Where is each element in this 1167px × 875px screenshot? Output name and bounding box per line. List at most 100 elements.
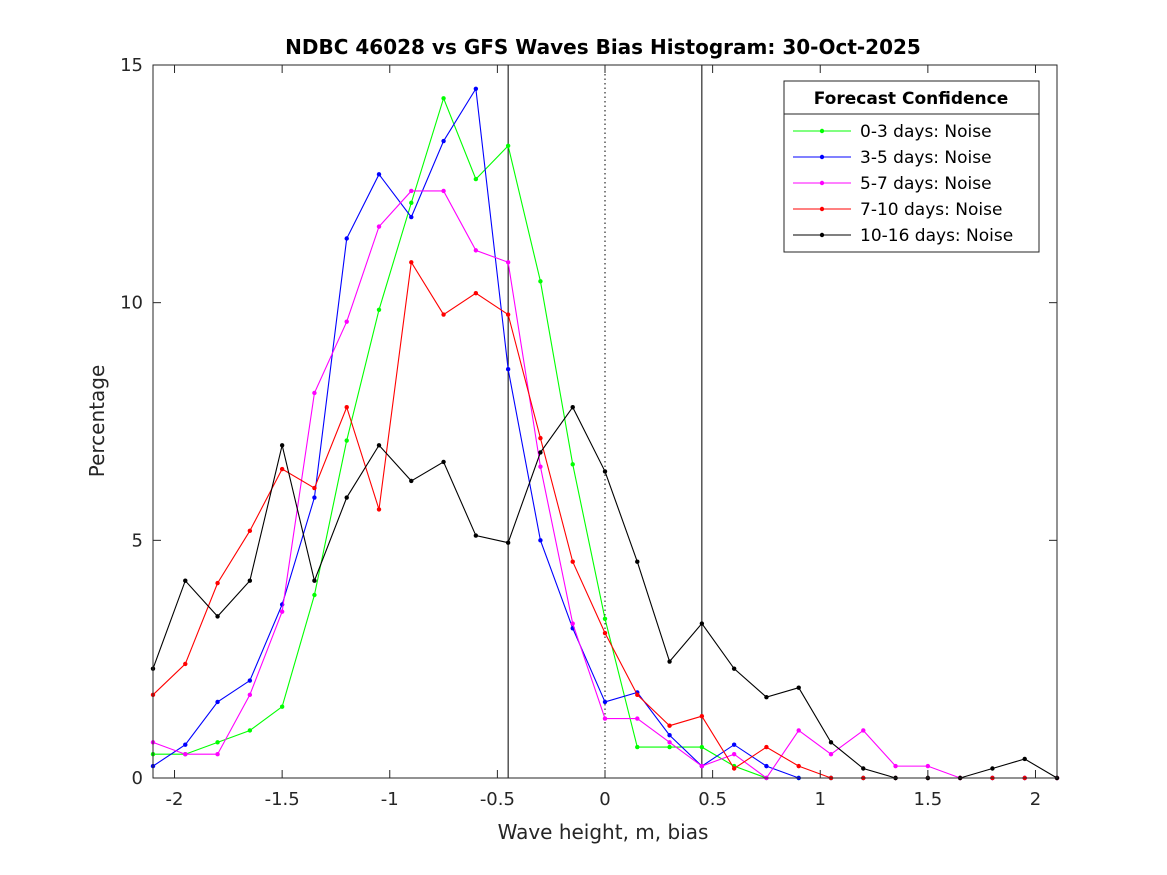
x-axis-label: Wave height, m, bias [498, 820, 709, 844]
data-point [505, 312, 511, 317]
legend-label: 5-7 days: Noise [860, 174, 992, 194]
data-point [538, 435, 543, 441]
x-tick-label: -1.5 [265, 789, 300, 810]
data-point [344, 438, 349, 443]
data-point [247, 528, 253, 534]
x-tick-label: 2 [1030, 789, 1041, 810]
legend-entry-4: 7-10 days: Noise [793, 200, 1002, 220]
y-tick-label: 10 [120, 293, 143, 314]
data-point [602, 699, 608, 705]
data-point [409, 188, 414, 194]
legend-label: 3-5 days: Noise [860, 148, 992, 168]
data-point [764, 763, 769, 769]
legend-swatch-marker [819, 206, 825, 212]
data-point [602, 716, 608, 721]
x-tick-label: 1 [815, 789, 826, 810]
x-tick-label: -2 [166, 789, 184, 810]
y-tick-label: 15 [120, 55, 143, 76]
data-point [505, 260, 511, 265]
data-point [667, 744, 672, 750]
legend-box [783, 80, 1040, 253]
data-point [312, 390, 317, 396]
data-point [473, 176, 479, 182]
data-point [505, 540, 511, 545]
data-point [183, 752, 188, 757]
data-point [602, 469, 608, 474]
data-point [667, 733, 672, 738]
legend-entry-5: 10-16 days: Noise [793, 226, 1013, 246]
data-point [602, 616, 608, 621]
data-point [279, 704, 285, 709]
data-point [409, 214, 414, 220]
legend-swatch-marker [819, 128, 825, 134]
legend-entries: 0-3 days: Noise 3-5 days: Noise 5-7 days: … [793, 122, 1013, 246]
legend-title: Forecast Confidence [814, 89, 1009, 109]
data-point [796, 728, 801, 733]
data-point [699, 714, 705, 719]
legend-swatch-marker [819, 154, 825, 160]
x-tick-label: -0.5 [480, 789, 515, 810]
data-point [731, 666, 737, 671]
data-point [731, 742, 737, 747]
data-point [215, 740, 220, 745]
data-point [699, 744, 705, 750]
data-point [183, 742, 188, 747]
data-point [312, 485, 317, 491]
data-point [828, 740, 834, 745]
data-point [538, 538, 543, 543]
y-axis-label: Percentage [85, 365, 109, 478]
data-point [441, 96, 446, 101]
data-point [731, 766, 737, 771]
data-point [570, 621, 575, 626]
y-tick-label: 0 [132, 768, 143, 789]
data-point [441, 138, 446, 144]
data-point [247, 692, 253, 698]
x-tick-label: 0.5 [698, 789, 727, 810]
y-tick-label: 5 [132, 530, 143, 551]
data-point [183, 661, 188, 667]
data-point [699, 621, 705, 626]
data-point [667, 723, 672, 728]
data-point [925, 763, 931, 769]
data-point [376, 507, 382, 512]
data-point [344, 405, 349, 410]
data-point [441, 188, 446, 194]
legend-label: 7-10 days: Noise [860, 200, 1002, 220]
data-point [215, 580, 220, 586]
data-point [635, 744, 640, 750]
data-point [796, 685, 801, 690]
data-point [247, 728, 253, 733]
data-point [441, 459, 446, 465]
data-point [312, 578, 317, 583]
axis-ticks: -2 -1.5 -1 -0.5 0 0.5 1 1.5 2 0 5 10 15 [120, 55, 1057, 810]
data-point [861, 728, 866, 733]
data-point [538, 279, 543, 284]
data-point [409, 478, 414, 484]
data-point [247, 678, 253, 683]
reference-lines [507, 65, 703, 778]
data-point [538, 464, 543, 469]
legend: Forecast Confidence 0-3 days: Noise 3-5 d… [783, 80, 1040, 253]
data-point [376, 443, 382, 448]
x-tick-label: 0 [599, 789, 610, 810]
data-point [279, 466, 285, 472]
data-point [635, 716, 640, 721]
data-point [699, 763, 705, 769]
data-point [312, 592, 317, 598]
data-point [344, 319, 349, 324]
data-point [473, 290, 479, 296]
data-point [344, 236, 349, 241]
data-point [570, 559, 575, 564]
data-point [602, 630, 608, 636]
legend-entry-2: 3-5 days: Noise [793, 148, 992, 168]
data-point [279, 609, 285, 614]
data-point [990, 766, 995, 771]
data-point [861, 766, 866, 771]
data-point [473, 86, 479, 91]
data-point [409, 200, 414, 206]
data-point [764, 744, 769, 750]
legend-label: 10-16 days: Noise [860, 226, 1013, 246]
data-point [570, 462, 575, 467]
data-point [1022, 756, 1027, 762]
